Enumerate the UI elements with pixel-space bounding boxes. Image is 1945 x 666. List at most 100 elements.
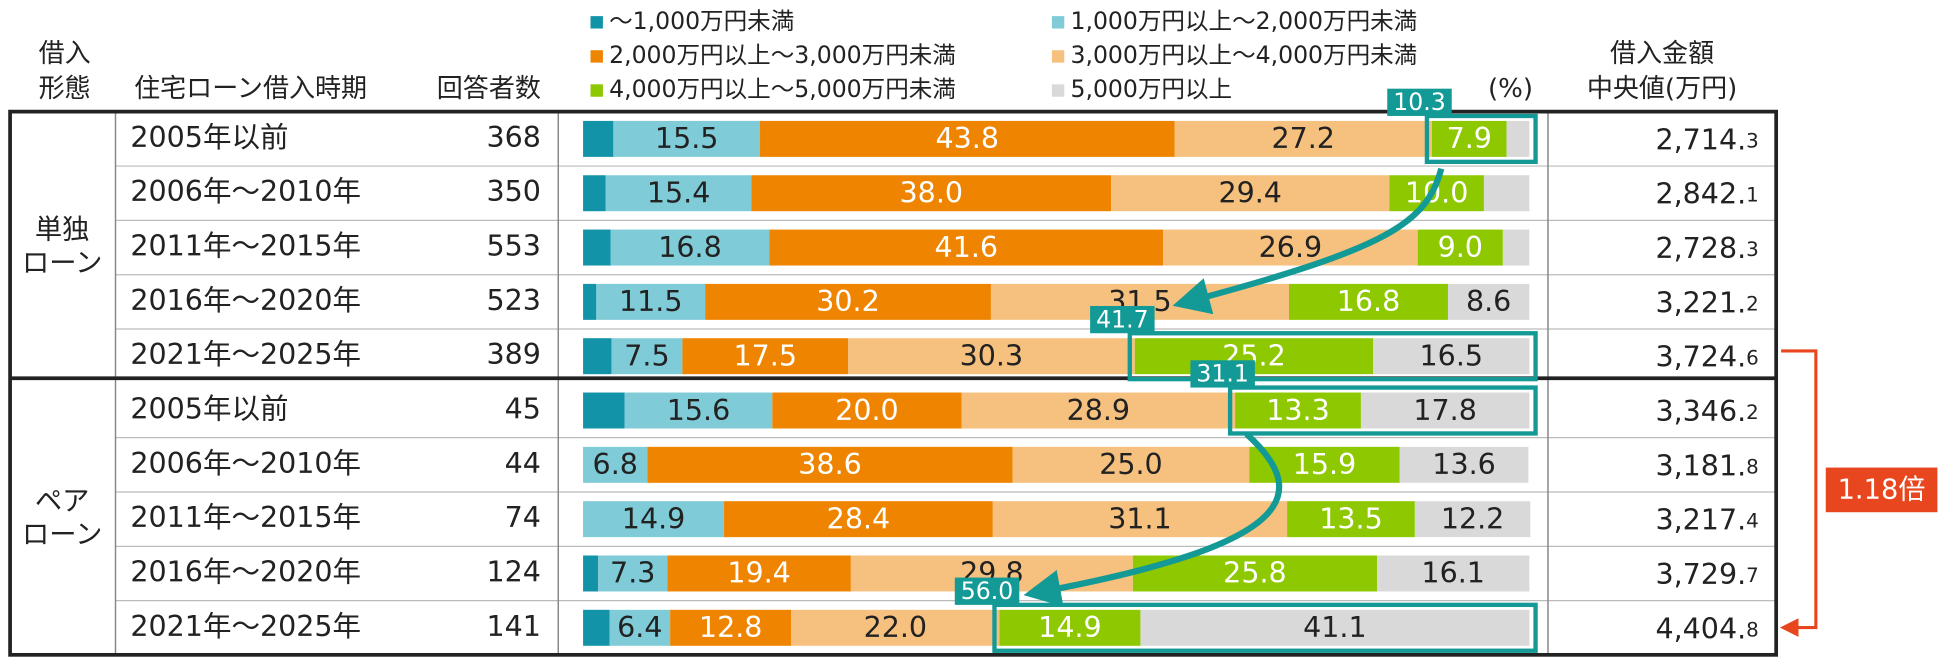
legend-swatch <box>590 16 603 29</box>
respondent-count: 124 <box>486 555 540 588</box>
bar-label: 13.3 <box>1266 394 1330 427</box>
header: 回答者数 <box>437 74 541 104</box>
bar-segment <box>751 175 1112 212</box>
bar-label: 13.5 <box>1319 502 1383 535</box>
bar-label: 19.4 <box>727 557 791 590</box>
bar-segment <box>992 501 1288 538</box>
bar-segment <box>583 175 606 212</box>
bar-segment <box>667 555 851 592</box>
bar-segment <box>1506 120 1530 157</box>
bar-segment <box>583 120 614 157</box>
bar-label: 15.6 <box>667 394 731 427</box>
bar-label: 38.0 <box>900 176 964 209</box>
bar-segment <box>613 120 761 157</box>
respondent-count: 389 <box>486 338 540 371</box>
highlight-tag <box>1190 360 1255 388</box>
bar-label: 25.0 <box>1099 448 1163 481</box>
table-border <box>8 109 1779 657</box>
legend-label: 1,000万円以上～2,000万円未満 <box>1070 7 1417 35</box>
header: 借入金額 <box>1610 39 1714 69</box>
arrow <box>1172 167 1445 315</box>
group-label: ローン <box>22 248 102 279</box>
bar-segment <box>583 283 597 320</box>
ratio-bracket <box>1779 349 1818 637</box>
bar-segment <box>583 446 648 483</box>
bar-label: 20.0 <box>835 394 899 427</box>
bar-label: 31.1 <box>1108 502 1172 535</box>
bar-segment <box>583 392 625 429</box>
bar-label: 12.8 <box>699 611 763 644</box>
highlight-label: 31.1 <box>1196 360 1248 388</box>
bar-segment <box>583 338 612 375</box>
legend-swatch <box>590 84 603 97</box>
highlight-label: 56.0 <box>961 577 1013 605</box>
bar-label: 29.4 <box>1218 176 1282 209</box>
arrow <box>1023 431 1283 607</box>
median-value: 2,714.3 <box>1655 123 1758 156</box>
respondent-count: 368 <box>486 121 540 154</box>
bar-label: 14.9 <box>622 502 686 535</box>
bar-segment <box>583 555 599 592</box>
bar-segment <box>1399 446 1529 483</box>
bar-segment <box>848 338 1135 375</box>
bar-segment <box>598 555 668 592</box>
respondent-count: 74 <box>505 501 541 534</box>
period-label: 2021年～2025年 <box>130 610 361 643</box>
bar-segment <box>760 120 1175 157</box>
bar-segment <box>1373 338 1530 375</box>
bar-label: 7.9 <box>1447 122 1492 155</box>
respondent-count: 44 <box>505 447 541 480</box>
bar-label: 15.5 <box>655 122 719 155</box>
bar-label: 6.8 <box>593 448 638 481</box>
respondent-count: 45 <box>505 393 541 426</box>
bar-segment <box>999 609 1141 646</box>
bar-segment <box>610 229 770 266</box>
period-label: 2005年以前 <box>130 393 288 426</box>
header: 形態 <box>39 74 91 104</box>
bar-segment <box>624 392 773 429</box>
legend-label: 4,000万円以上～5,000万円未満 <box>609 75 956 103</box>
period-label: 2011年～2015年 <box>130 501 361 534</box>
bar-segment <box>1235 392 1361 429</box>
median-value: 3,724.6 <box>1655 341 1758 374</box>
bar-label: 38.6 <box>798 448 861 481</box>
bar-segment <box>1431 120 1507 157</box>
highlight-box <box>1424 113 1538 165</box>
header: 中央値(万円) <box>1587 74 1737 104</box>
legend-label: 5,000万円以上 <box>1070 75 1232 103</box>
highlight-box <box>1127 331 1538 382</box>
legend-swatch <box>1051 84 1065 97</box>
content: ～1,000万円未満 1,000万円以上～2,000万円未満 2,000万円以上～3… <box>22 7 1759 653</box>
period-label: 2016年～2020年 <box>130 555 361 588</box>
bar-segment <box>1289 283 1448 320</box>
bar-label: 7.3 <box>610 557 655 590</box>
bar-label: 28.9 <box>1067 394 1131 427</box>
bar-segment <box>1174 120 1432 157</box>
bar-segment <box>1012 446 1250 483</box>
bar-segment <box>596 283 706 320</box>
bar-segment <box>791 609 1000 646</box>
highlight-tag <box>1387 88 1452 116</box>
bar-label: 28.4 <box>827 502 890 535</box>
highlight-box <box>1227 385 1538 436</box>
highlight-label: 10.3 <box>1393 88 1445 116</box>
bar-segment <box>1502 229 1530 266</box>
bar-label: 12.2 <box>1441 502 1505 535</box>
group-label: ローン <box>22 519 102 550</box>
legend-label: 3,000万円以上～4,000万円未満 <box>1070 41 1417 69</box>
bar-segment <box>1287 501 1415 538</box>
bar-label: 30.2 <box>816 285 880 318</box>
bar-label: 26.9 <box>1259 231 1323 264</box>
legend-swatch <box>1051 16 1065 29</box>
bar-label: 8.6 <box>1466 285 1511 318</box>
bar-label: 11.5 <box>619 285 683 318</box>
bar-segment <box>1140 609 1530 646</box>
median-value: 3,346.2 <box>1655 395 1758 428</box>
bar-segment <box>1163 229 1418 266</box>
group-label: 単独 <box>35 214 90 245</box>
bar-segment <box>670 609 792 646</box>
group-label: ペア <box>35 486 90 517</box>
bar-label: 25.8 <box>1223 557 1287 590</box>
